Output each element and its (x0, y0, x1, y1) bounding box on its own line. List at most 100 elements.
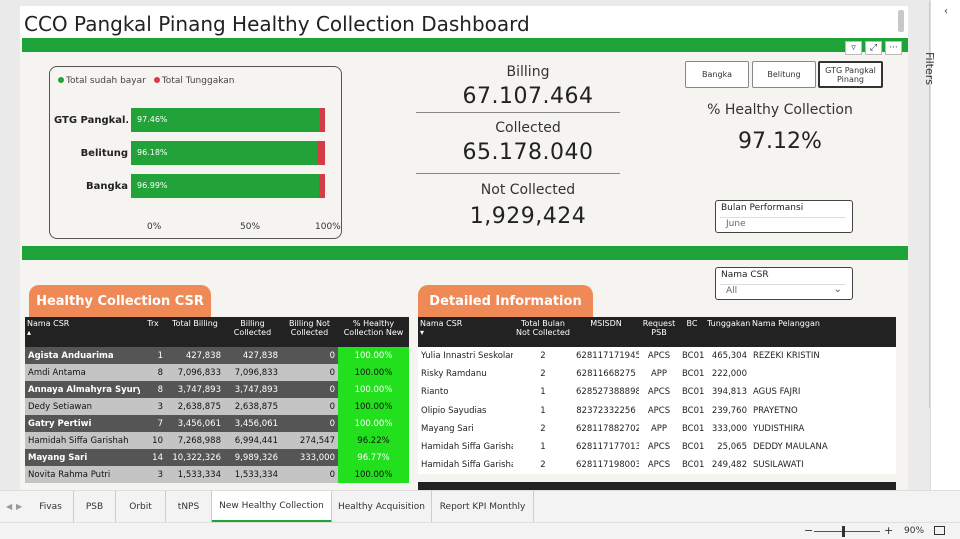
zoom-slider[interactable] (814, 531, 880, 532)
bar-track[interactable]: 97.46% (131, 108, 325, 132)
column-header-nama-pelanggan[interactable]: Nama Pelanggan (750, 317, 896, 347)
sort-down-icon[interactable]: ▾ (420, 328, 425, 337)
tab-nav-prev-icon[interactable]: ◀ (6, 502, 13, 511)
more-options-icon[interactable]: ··· (885, 41, 902, 55)
cell-bc: BC01 (679, 419, 705, 438)
cell-healthy-collection: 96.22% (338, 432, 409, 449)
filters-pane[interactable] (930, 0, 960, 490)
detail-table-row[interactable]: Hamidah Siffa Garishah 1 628117177013 APCS B… (418, 437, 896, 457)
csr-table: Nama CSR ▴ Trx Total Billing Billing Coll… (25, 317, 409, 483)
cell-trx: 10 (140, 432, 166, 449)
tab-orbit[interactable]: Orbit (116, 491, 166, 523)
tab-nav-next-icon[interactable]: ▶ (16, 502, 23, 511)
cell-tunggakan: 394,813 (705, 383, 750, 402)
bar-track[interactable]: 96.99% (131, 174, 325, 198)
cell-msisdn: 62811668275 (573, 365, 639, 384)
report-page: CCO Pangkal Pinang Healthy Collection Da… (20, 6, 908, 490)
billing-label: Billing (506, 64, 550, 80)
title-bar: CCO Pangkal Pinang Healthy Collection Da… (20, 6, 908, 40)
cell-tunggakan: 249,482 (705, 456, 750, 475)
cell-nama-csr: Olipio Sayudias (418, 401, 513, 420)
zoom-in-icon[interactable]: + (884, 524, 894, 537)
tab-new-healthy-collection[interactable]: New Healthy Collection (212, 491, 332, 523)
cell-bc: BC01 (679, 401, 705, 420)
column-header-msisdn[interactable]: MSISDN (573, 317, 639, 347)
csr-table-row[interactable]: Annaya Almahyra Syuryo 8 3,747,893 3,747,89… (25, 381, 409, 398)
bar-paid[interactable]: 96.99% (131, 174, 320, 198)
csr-table-row[interactable]: Agista Anduarima 1 427,838 427,838 0 100.00% (25, 347, 409, 364)
cell-billing-not-collected: 0 (281, 398, 338, 415)
csr-table-row[interactable]: Novita Rahma Putri 3 1,533,334 1,533,334 0 10… (25, 466, 409, 483)
zoom-slider-thumb[interactable] (842, 526, 845, 537)
bar-track[interactable]: 96.18% (131, 141, 325, 165)
csr-table-row[interactable]: Dedy Setiawan 3 2,638,875 2,638,875 0 100.00% (25, 398, 409, 415)
fit-to-page-icon[interactable] (934, 526, 945, 535)
legend-dot-paid (58, 77, 64, 83)
tab-tnps[interactable]: tNPS (166, 491, 212, 523)
cell-billing-collected: 6,994,441 (224, 432, 281, 449)
csr-table-row[interactable]: Hamidah Siffa Garishah 10 7,268,988 6,994,4… (25, 432, 409, 449)
cell-msisdn: 6285273888980 (573, 383, 639, 402)
column-header-billing-not-collected[interactable]: Billing Not Collected (281, 317, 338, 347)
cell-nama-pelanggan: YUDISTHIRA (750, 419, 896, 438)
bar-category-label: Bangka (85, 181, 128, 192)
focus-mode-icon[interactable]: ⤢ (865, 41, 882, 55)
cell-msisdn: 82372332256 (573, 401, 639, 420)
column-header-healthy-collection[interactable]: % Healthy Collection New (338, 317, 409, 347)
detail-table-row[interactable]: Risky Ramdanu 2 62811668275 APP BC01 222,000 (418, 365, 896, 384)
cell-trx: 3 (140, 398, 166, 415)
tab-psb[interactable]: PSB (74, 491, 116, 523)
detail-table-row[interactable]: Hamidah Siffa Garishah 2 628117198003 APCS B… (418, 456, 896, 475)
legend-label-arrears: Total Tunggakan (161, 76, 235, 86)
cell-nama-pelanggan: AGUS FAJRI (750, 383, 896, 402)
csr-table-row[interactable]: Amdi Antama 8 7,096,833 7,096,833 0 100.00% (25, 364, 409, 381)
bar-paid[interactable]: 97.46% (131, 108, 321, 132)
slicer-button-belitung[interactable]: Belitung (752, 61, 816, 88)
chevron-left-icon[interactable]: ‹ (944, 6, 948, 17)
column-header-request-psb[interactable]: Request PSB (639, 317, 679, 347)
slicer-button-gtg-pangkal-pinang[interactable]: GTG Pangkal Pinang (818, 61, 883, 88)
cell-billing-not-collected: 333,000 (281, 449, 338, 466)
column-header-nama-csr[interactable]: Nama CSR ▴ (25, 317, 140, 347)
column-header-tunggakan[interactable]: Tunggakan (705, 317, 750, 347)
csr-table-header: Nama CSR ▴ Trx Total Billing Billing Coll… (25, 317, 409, 347)
column-header-total-billing[interactable]: Total Billing (166, 317, 224, 347)
tab-healthy-acquisition[interactable]: Healthy Acquisition (332, 491, 432, 523)
bulan-performansi-dropdown[interactable]: Bulan Performansi June (715, 200, 853, 233)
detail-table-row[interactable]: Olipio Sayudias 1 82372332256 APCS BC01 239,7… (418, 401, 896, 420)
column-header-total-bulan[interactable]: Total Bulan Not Collected (513, 317, 573, 347)
sort-up-icon[interactable]: ▴ (27, 328, 32, 337)
kpi-divider (416, 112, 620, 113)
detail-table-row[interactable]: Rianto16285273888980APCSBC01394,813AGUS … (418, 383, 896, 402)
csr-table-row[interactable]: Gatry Pertiwi 7 3,456,061 3,456,061 0 100.00% (25, 415, 409, 432)
cell-billing-not-collected: 0 (281, 364, 338, 381)
detail-table-row[interactable]: Mayang Sari 2 628117882702 APP BC01 333,000 YU… (418, 419, 896, 438)
detail-table-row[interactable]: Yulia Innastri Seskolana 2 628117171945 APC… (418, 347, 896, 366)
column-header-billing-collected[interactable]: Billing Collected (224, 317, 281, 347)
axis-tick-label: 100% (315, 222, 341, 232)
cell-billing-collected: 9,989,326 (224, 449, 281, 466)
title-scrollbar[interactable] (898, 10, 904, 32)
slicer-button-bangka[interactable]: Bangka (685, 61, 749, 88)
column-header-trx[interactable]: Trx (140, 317, 166, 347)
legend-item-paid: Total sudah bayar (58, 76, 146, 86)
tab-report-kpi-monthly[interactable]: Report KPI Monthly (432, 491, 534, 523)
axis-tick-label: 50% (240, 222, 261, 232)
axis-tick-label: 0% (147, 222, 162, 232)
tab-fivas[interactable]: Fivas (28, 491, 74, 523)
cell-total-billing: 427,838 (166, 347, 224, 364)
filter-icon[interactable]: ▿ (845, 41, 862, 55)
cell-total-bulan: 2 (513, 347, 573, 366)
cell-billing-collected: 7,096,833 (224, 364, 281, 381)
bar-paid[interactable]: 96.18% (131, 141, 318, 165)
zoom-out-icon[interactable]: − (804, 524, 814, 537)
csr-table-row[interactable]: Mayang Sari 14 10,322,326 9,989,326 333,000 9… (25, 449, 409, 466)
cell-healthy-collection: 100.00% (338, 466, 409, 483)
column-header-nama-csr[interactable]: Nama CSR ▾ (418, 317, 513, 347)
column-header-bc[interactable]: BC (679, 317, 705, 347)
filters-pane-label[interactable]: Filters (923, 52, 936, 85)
nama-csr-dropdown[interactable]: Nama CSR All ⌄ (715, 267, 853, 300)
chevron-down-icon[interactable]: ⌄ (833, 284, 842, 295)
detailed-information-header: Detailed Information (418, 285, 593, 317)
cell-tunggakan: 25,065 (705, 437, 750, 457)
